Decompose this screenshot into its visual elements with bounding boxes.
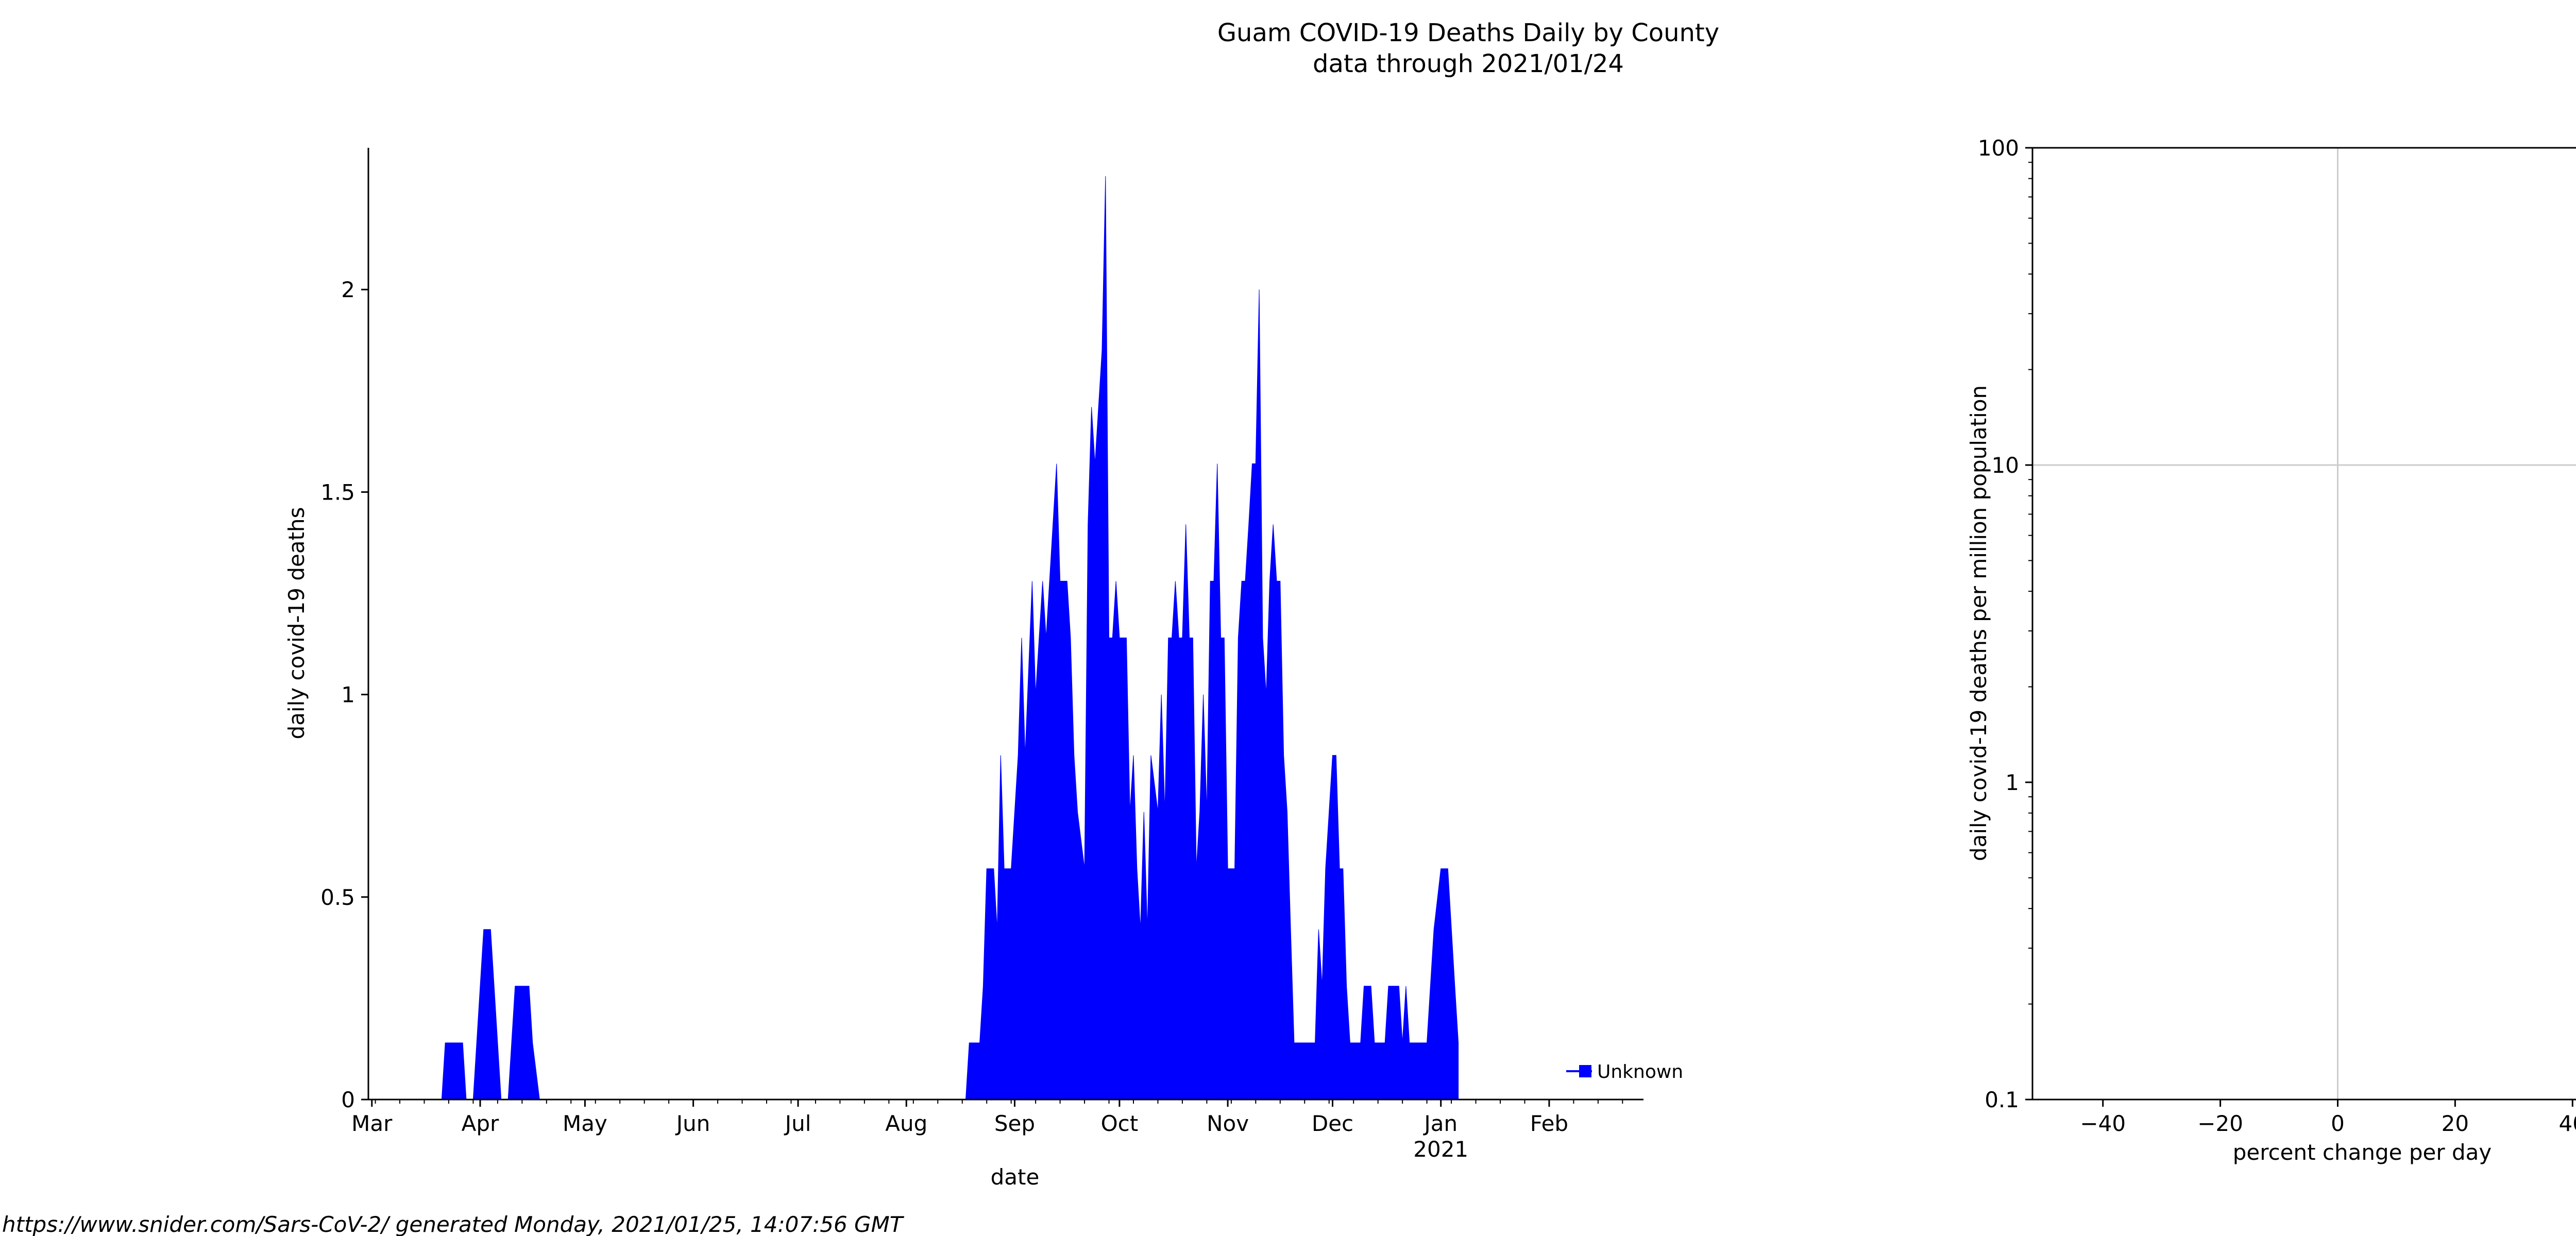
legend-entry-unknown: Unknown [1597, 1061, 1683, 1083]
area-segment-4 [507, 986, 540, 1100]
left-y-tick-label: 0.5 [320, 885, 355, 910]
left-y-tick-label: 2 [341, 277, 355, 302]
legend: Unknown [1566, 1061, 1683, 1083]
right-x-axis-label: percent change per day [2233, 1140, 2492, 1165]
left-y-tick-label: 1.5 [320, 479, 355, 505]
left-x-tick-label: Mar [351, 1111, 393, 1136]
left-x-tick-label: Nov [1207, 1111, 1249, 1136]
legend-marker-icon [1579, 1065, 1591, 1077]
left-y-tick-label: 0 [341, 1087, 355, 1112]
growth-rate-chart: 0.1 1 10 100 −40 −20 0 20 40 percent change per … [1966, 135, 2576, 1165]
area-segment-2 [472, 929, 502, 1100]
chart-subtitle: data through 2021/01/24 [1313, 49, 1624, 78]
right-x-tick-label: 40 [2559, 1111, 2576, 1136]
area-series-unknown [441, 176, 1459, 1100]
left-x-axis-label: date [991, 1164, 1040, 1190]
left-x-tick-label: Feb [1530, 1111, 1568, 1136]
right-y-tick-label: 10 [1992, 453, 2019, 478]
left-x-tick-label: Aug [885, 1111, 927, 1136]
left-y-tick-label: 1 [341, 682, 355, 708]
right-x-tick-label: 20 [2442, 1111, 2469, 1136]
left-x-tick-label: Oct [1101, 1111, 1139, 1136]
left-x-tick-sublabel: 2021 [1413, 1137, 1468, 1162]
right-x-tick-label: −20 [2197, 1111, 2243, 1136]
right-y-tick-label: 1 [2005, 770, 2019, 795]
daily-deaths-chart: 0 0.5 1 1.5 2 Mar Apr May Jun Jul Aug Sep Oct Nov Dec J… [284, 148, 1683, 1190]
left-x-tick-label: Jun [675, 1111, 710, 1136]
right-grid [2032, 148, 2576, 1100]
right-x-tick-label: −40 [2080, 1111, 2126, 1136]
right-y-tick-label: 100 [1978, 135, 2019, 161]
left-y-axis-label: daily covid-19 deaths [284, 507, 309, 739]
left-x-tick-label: Jul [784, 1111, 811, 1136]
right-x-tick-label: 0 [2331, 1111, 2345, 1136]
left-x-tick-label: Jan [1422, 1111, 1458, 1136]
left-x-tick-label: Dec [1312, 1111, 1353, 1136]
left-x-tick-label: Sep [994, 1111, 1035, 1136]
right-axes [2031, 147, 2576, 1101]
left-x-tick-label: May [563, 1111, 607, 1136]
footer-credit: https://www.snider.com/Sars-CoV-2/ gener… [2, 1212, 905, 1236]
area-segment-6 [965, 176, 1459, 1100]
left-x-tick-label: Apr [462, 1111, 499, 1136]
right-y-axis-label: daily covid-19 deaths per million popula… [1966, 385, 1991, 861]
chart-title: Guam COVID-19 Deaths Daily by County [1217, 19, 1719, 47]
left-axes [367, 148, 1643, 1101]
right-y-tick-label: 0.1 [1985, 1087, 2019, 1112]
right-ticks: 0.1 1 10 100 −40 −20 0 20 40 [1978, 135, 2576, 1136]
left-ticks: 0 0.5 1 1.5 2 Mar Apr May Jun Jul Aug Sep Oct Nov Dec J… [320, 277, 1623, 1162]
area-segment-0 [441, 1042, 467, 1100]
right-axes-frame [2031, 147, 2576, 1101]
